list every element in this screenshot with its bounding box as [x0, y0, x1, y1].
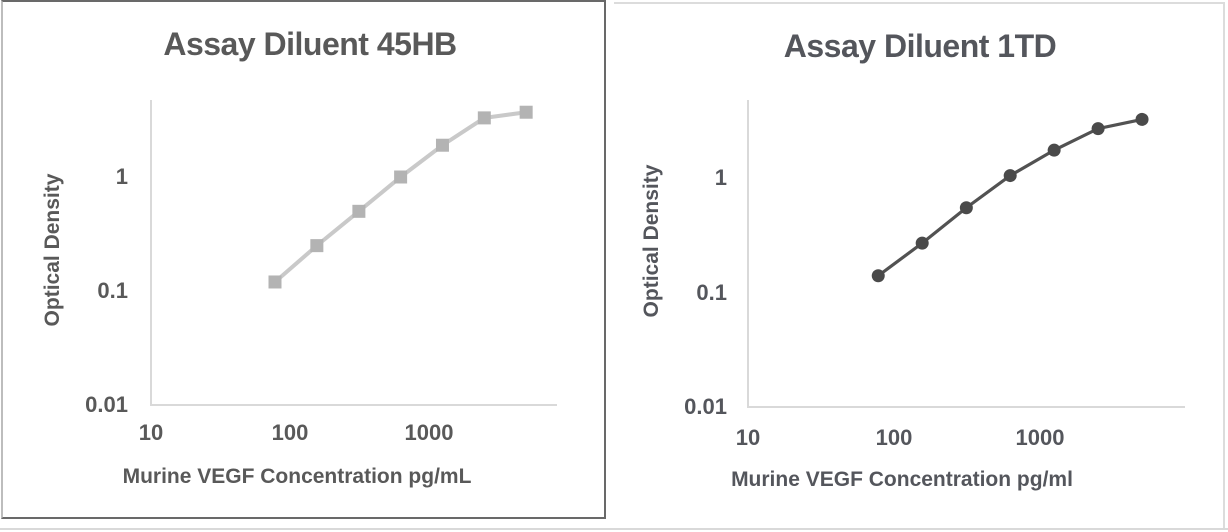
axis-lines	[150, 100, 557, 406]
x-tick-label: 100	[271, 420, 309, 445]
data-point-marker	[871, 269, 885, 283]
data-point-marker	[268, 275, 282, 289]
x-tick-label: 1000	[404, 420, 454, 445]
y-tick-label: 0.01	[85, 392, 128, 417]
x-axis-title-left: Murine VEGF Concentration pg/mL	[122, 465, 472, 488]
data-point-marker	[1135, 112, 1149, 126]
right-panel-border-right	[1223, 2, 1225, 529]
y-tick-label: 1	[714, 165, 727, 190]
data-point-marker	[519, 105, 533, 119]
data-point-marker	[310, 239, 324, 253]
data-point-marker	[394, 170, 408, 184]
y-tick-label: 1	[115, 164, 128, 189]
data-point-marker	[1003, 169, 1017, 183]
axis-lines	[747, 100, 1185, 408]
data-point-marker	[435, 138, 449, 152]
x-tick-label: 1000	[1015, 425, 1065, 450]
chart-title-45hb: Assay Diluent 45HB	[163, 26, 457, 62]
bottom-divider	[0, 528, 1228, 530]
chart-title-1td: Assay Diluent 1TD	[783, 28, 1057, 64]
y-tick-label: 0.1	[696, 279, 727, 305]
data-point-marker	[477, 111, 491, 125]
data-point-marker	[915, 236, 929, 250]
x-tick-label: 100	[875, 425, 913, 450]
chart-group-1	[747, 100, 1185, 408]
data-point-marker	[959, 201, 973, 215]
right-panel-border-top	[614, 2, 1224, 4]
x-axis-title-right: Murine VEGF Concentration pg/ml	[731, 468, 1073, 491]
y-tick-label: 0.01	[684, 394, 727, 419]
data-point-marker	[1047, 143, 1061, 157]
x-tick-label: 10	[735, 425, 761, 450]
x-tick-label: 10	[138, 420, 164, 445]
y-tick-label: 0.1	[97, 278, 128, 303]
chart-group-0	[150, 100, 557, 406]
data-point-marker	[1091, 122, 1105, 136]
data-point-marker	[352, 204, 366, 218]
